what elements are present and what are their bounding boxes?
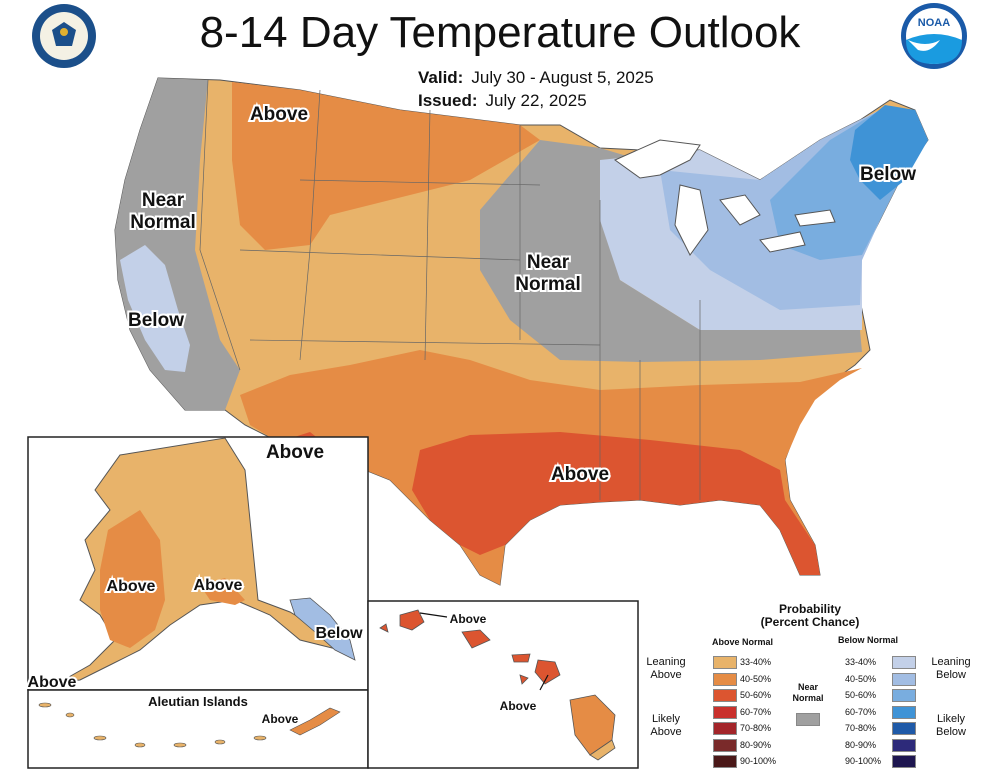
legend-title: Probability (Percent Chance) xyxy=(750,603,870,629)
legend-below-label: 33-40% xyxy=(845,657,877,667)
legend-above-label: 33-40% xyxy=(740,657,772,667)
great-lakes xyxy=(614,139,836,256)
label-near-normal-west-2: Normal xyxy=(130,212,195,233)
legend-near-normal-2: Normal xyxy=(792,693,824,703)
label-above-south: Above xyxy=(551,464,609,485)
label-near-normal-west-1: Near xyxy=(142,190,185,211)
valid-line: Valid: July 30 - August 5, 2025 xyxy=(418,68,654,88)
legend-above-swatch xyxy=(713,722,737,735)
legend-below-label: 60-70% xyxy=(845,706,877,717)
above-northwest-region xyxy=(232,82,540,250)
legend-below-swatch xyxy=(892,672,916,686)
near-normal-central-region xyxy=(480,140,862,362)
noaa-logo-text: NOAA xyxy=(918,17,950,29)
legend-above-label: 90-100% xyxy=(740,756,777,766)
legend-likely-above-2: Above xyxy=(650,726,682,738)
label-hawaii-above-1: Above xyxy=(450,612,487,626)
alaska-panhandle-below xyxy=(289,597,356,661)
legend-below-label: 80-90% xyxy=(845,739,877,750)
hawaii-pointer-1 xyxy=(419,612,448,618)
label-alaska-above-3: Above xyxy=(28,674,77,691)
label-hawaii-above-2: Above xyxy=(500,699,537,713)
legend-below-swatch xyxy=(892,705,916,719)
legend-below-swatch xyxy=(892,722,916,735)
probability-legend: Probability (Percent Chance) Above Norma… xyxy=(640,600,1000,773)
legend-likely-above-1: Likely xyxy=(651,713,681,725)
issued-label: Issued: xyxy=(418,91,478,110)
legend-near-normal: Near Normal xyxy=(782,682,834,704)
alaska-above-west-region xyxy=(100,510,165,648)
legend-likely-below-1: Likely xyxy=(936,713,966,725)
legend-likely-below-2: Below xyxy=(936,726,966,738)
hawaiian-islands xyxy=(379,609,616,761)
legend-below-swatch xyxy=(892,755,916,768)
legend-below-swatch xyxy=(892,689,916,702)
legend-above-label: 50-60% xyxy=(740,690,772,700)
state-boundaries xyxy=(199,79,701,500)
legend-likely-above: Likely Above xyxy=(640,713,692,739)
valid-date: July 30 - August 5, 2025 xyxy=(471,68,654,87)
department-of-commerce-seal xyxy=(32,4,96,68)
issued-date: July 22, 2025 xyxy=(485,91,587,110)
legend-below-header: Below Normal xyxy=(838,635,899,645)
label-alaska-above-1: Above xyxy=(107,578,156,595)
legend-title-line-1: Probability xyxy=(778,602,841,616)
label-above-northwest: Above xyxy=(250,104,308,125)
label-near-normal-central-1: Near xyxy=(527,252,570,273)
hawaii-pointer-2 xyxy=(539,674,549,691)
legend-above-header: Above Normal xyxy=(712,637,774,647)
legend-below-label: 90-100% xyxy=(845,756,882,766)
legend-below-label: 70-80% xyxy=(845,723,877,733)
label-aleutian-above: Above xyxy=(262,712,299,726)
legend-above-label: 70-80% xyxy=(740,723,772,733)
legend-leaning-below-1: Leaning xyxy=(931,656,971,668)
label-near-normal-central-2: Normal xyxy=(515,274,580,295)
legend-above-swatch xyxy=(713,738,737,752)
legend-near-normal-1: Near xyxy=(797,682,818,692)
noaa-logo: NOAA xyxy=(901,3,967,69)
label-above-southwest: Above xyxy=(266,442,324,463)
above-gulf-region xyxy=(412,432,820,575)
legend-above-swatch xyxy=(713,755,737,768)
aleutian-islands xyxy=(38,702,341,748)
page-title: 8-14 Day Temperature Outlook xyxy=(199,8,801,57)
legend-above-label: 40-50% xyxy=(740,673,772,684)
legend-leaning-above: Leaning Above xyxy=(640,656,692,682)
legend-leaning-above-1: Leaning xyxy=(646,656,686,668)
legend-above-label: 60-70% xyxy=(740,706,772,717)
legend-below-label: 50-60% xyxy=(845,690,877,700)
legend-below-swatch xyxy=(892,656,916,669)
legend-near-normal-swatch xyxy=(796,713,820,726)
legend-leaning-below: Leaning Below xyxy=(925,656,977,682)
aleutian-title: Aleutian Islands xyxy=(148,694,248,709)
legend-above-swatch xyxy=(713,705,737,719)
label-below-northeast: Below xyxy=(860,164,916,185)
legend-above-swatch xyxy=(713,672,737,686)
legend-likely-below: Likely Below xyxy=(925,713,977,739)
issued-line: Issued: July 22, 2025 xyxy=(418,91,587,111)
label-alaska-below: Below xyxy=(315,625,363,642)
legend-above-swatch xyxy=(713,656,737,669)
below-west-region xyxy=(120,245,190,372)
legend-leaning-above-2: Above xyxy=(650,669,682,681)
legend-above-swatch xyxy=(713,689,737,702)
legend-above-label: 80-90% xyxy=(740,739,772,750)
legend-title-line-2: (Percent Chance) xyxy=(760,615,860,629)
label-alaska-above-2: Above xyxy=(194,577,243,594)
below-northeast-60-region xyxy=(850,105,928,200)
legend-below-label: 40-50% xyxy=(845,673,877,684)
valid-label: Valid: xyxy=(418,68,464,87)
alaska-above-south-region xyxy=(200,578,245,605)
legend-leaning-below-2: Below xyxy=(936,669,966,681)
label-below-west: Below xyxy=(128,310,184,331)
legend-below-swatch xyxy=(892,738,916,752)
